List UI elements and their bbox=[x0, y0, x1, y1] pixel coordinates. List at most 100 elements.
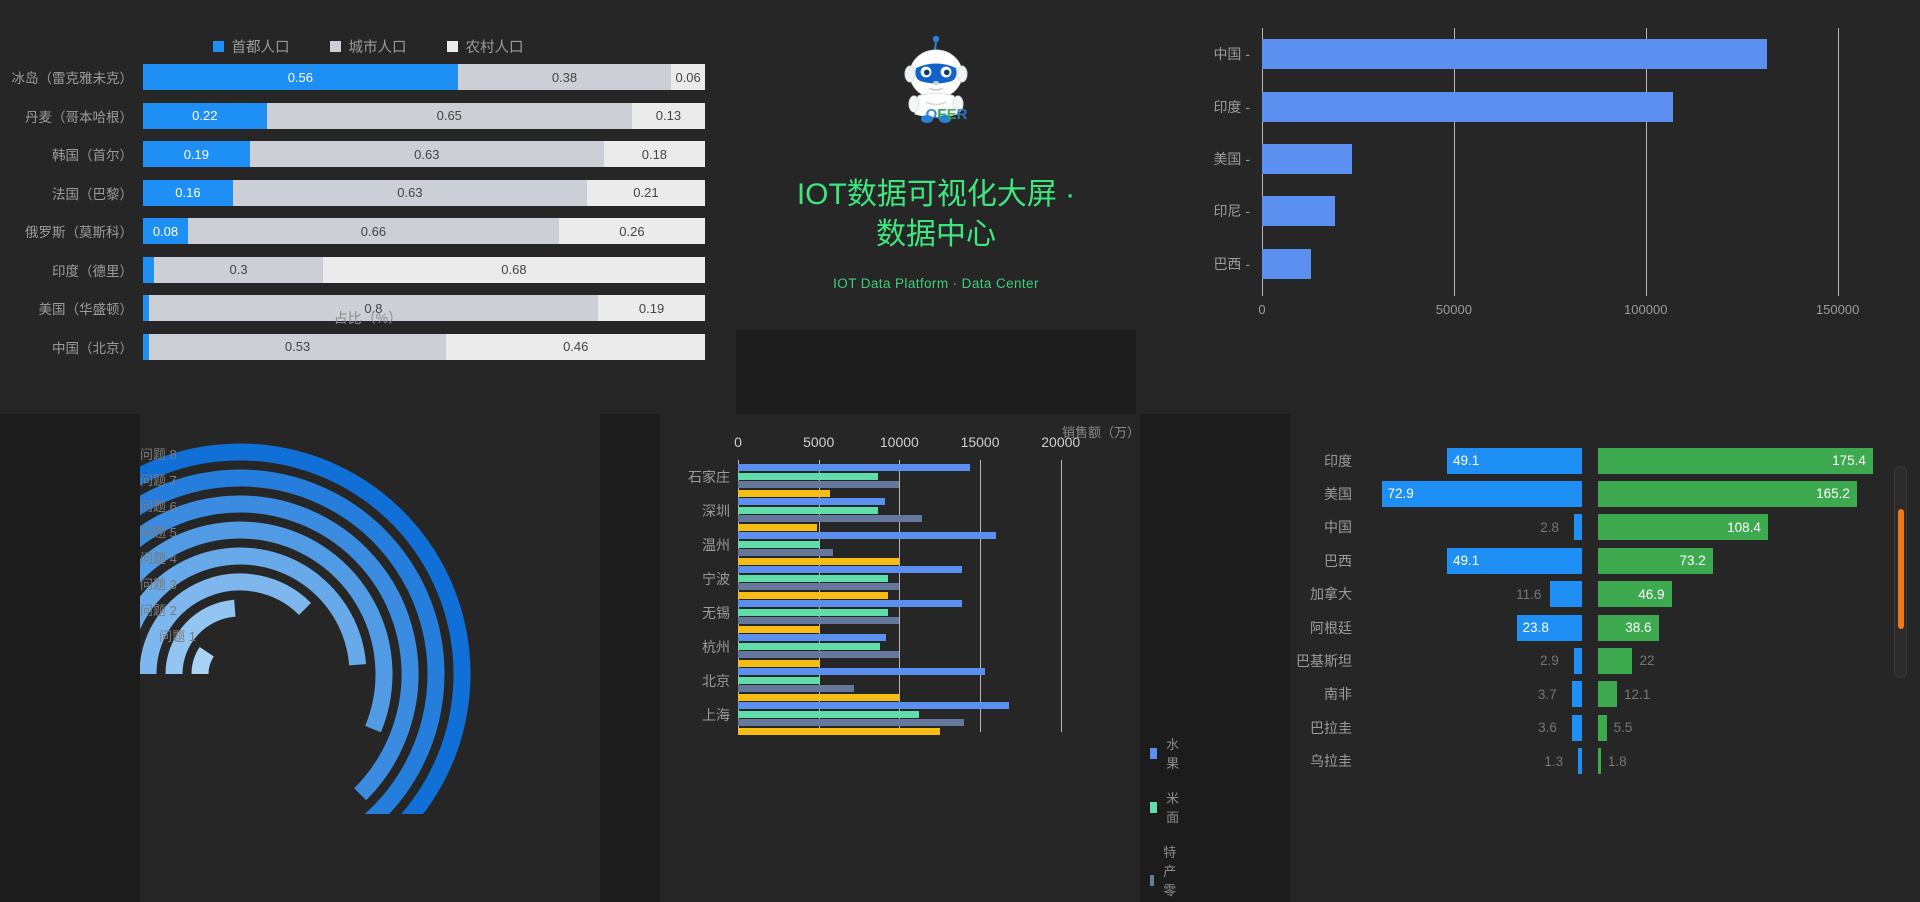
diverging-right-bar[interactable]: 73.2 bbox=[1598, 547, 1713, 574]
diverging-right-bar[interactable]: 38.6 bbox=[1598, 614, 1659, 641]
grouped-bar-米面[interactable] bbox=[738, 574, 889, 582]
grouped-legend-item-2[interactable]: 特产零食 bbox=[1150, 842, 1183, 902]
data-zoom-scrollbar[interactable] bbox=[1894, 466, 1907, 678]
stacked-row[interactable]: 韩国（首尔） 0.19 0.63 0.18 bbox=[0, 135, 736, 173]
stacked-segment-rural[interactable]: 0.18 bbox=[603, 141, 705, 167]
diverging-row[interactable]: 巴基斯坦 2.9 22 bbox=[1290, 644, 1920, 677]
grouped-bar-米面[interactable] bbox=[738, 472, 879, 480]
diverging-left-bar[interactable]: 49.1 bbox=[1446, 447, 1582, 474]
diverging-right-bar[interactable]: 175.4 bbox=[1598, 447, 1873, 474]
diverging-row[interactable]: 巴拉圭 3.6 5.5 bbox=[1290, 711, 1920, 744]
diverging-left-bar[interactable]: 72.9 bbox=[1381, 480, 1582, 507]
diverging-left-bar[interactable] bbox=[1578, 748, 1582, 775]
grouped-legend-item-1[interactable]: 米面 bbox=[1150, 788, 1183, 826]
diverging-row[interactable]: 巴西 49.1 73.2 bbox=[1290, 544, 1920, 577]
grouped-bar-茶叶[interactable] bbox=[738, 591, 889, 599]
grouped-bar-水果[interactable] bbox=[738, 532, 997, 539]
stacked-segment-city[interactable]: 0.3 bbox=[154, 256, 323, 283]
stacked-segment-cap[interactable]: 0.08 bbox=[143, 218, 188, 244]
stacked-row[interactable]: 丹麦（哥本哈根） 0.22 0.65 0.13 bbox=[0, 97, 736, 135]
stacked-segment-cap[interactable]: 0.16 bbox=[143, 179, 233, 206]
stacked-row[interactable]: 法国（巴黎） 0.16 0.63 0.21 bbox=[0, 174, 736, 212]
grouped-bar-水果[interactable] bbox=[738, 634, 887, 641]
radial-bar[interactable] bbox=[165, 599, 236, 675]
population-row[interactable]: 印度 - bbox=[1213, 80, 1673, 132]
legend-item-2[interactable]: 农村人口 bbox=[446, 36, 524, 57]
diverging-left-bar[interactable] bbox=[1572, 714, 1582, 741]
legend-item-1[interactable]: 城市人口 bbox=[329, 36, 407, 57]
diverging-row[interactable]: 美国 72.9 165.2 bbox=[1290, 477, 1920, 510]
grouped-bar-水果[interactable] bbox=[738, 600, 963, 607]
diverging-left-bar[interactable] bbox=[1550, 581, 1582, 608]
diverging-right-bar[interactable] bbox=[1598, 681, 1617, 708]
stacked-row[interactable]: 美国（华盛顿） 0.8 0.19 bbox=[0, 289, 736, 327]
stacked-row[interactable]: 中国（北京） 0.53 0.46 bbox=[0, 328, 736, 366]
grouped-bar-米面[interactable] bbox=[738, 642, 880, 650]
population-row[interactable]: 巴西 - bbox=[1213, 238, 1311, 290]
grouped-bar-茶叶[interactable] bbox=[738, 693, 900, 701]
grouped-bar-特产零食[interactable] bbox=[738, 719, 964, 727]
stacked-segment-city[interactable]: 0.63 bbox=[249, 141, 604, 167]
diverging-row[interactable]: 乌拉圭 1.3 1.8 bbox=[1290, 745, 1920, 778]
stacked-segment-cap[interactable]: 0.22 bbox=[143, 102, 267, 129]
grouped-bar-水果[interactable] bbox=[738, 566, 963, 573]
grouped-bar-特产零食[interactable] bbox=[738, 583, 900, 591]
data-zoom-handle[interactable] bbox=[1898, 509, 1904, 629]
grouped-bar-特产零食[interactable] bbox=[738, 651, 900, 659]
radial-bar[interactable] bbox=[191, 647, 215, 675]
stacked-row[interactable]: 印度（德里） 0.3 0.68 bbox=[0, 251, 736, 289]
population-bar[interactable] bbox=[1262, 91, 1673, 122]
population-bar[interactable] bbox=[1262, 248, 1311, 279]
grouped-bar-特产零食[interactable] bbox=[738, 685, 855, 693]
diverging-left-bar[interactable] bbox=[1571, 681, 1582, 708]
diverging-left-bar[interactable]: 23.8 bbox=[1516, 614, 1582, 641]
diverging-left-bar[interactable] bbox=[1574, 514, 1582, 541]
stacked-row[interactable]: 冰岛（雷克雅未克） 0.56 0.38 0.06 bbox=[0, 58, 736, 96]
grouped-bar-茶叶[interactable] bbox=[738, 625, 821, 633]
grouped-bar-茶叶[interactable] bbox=[738, 557, 900, 565]
grouped-legend-item-0[interactable]: 水果 bbox=[1150, 734, 1183, 772]
stacked-segment-cap[interactable]: 0.56 bbox=[143, 64, 458, 90]
stacked-segment-cap[interactable]: 0.19 bbox=[143, 141, 250, 167]
diverging-row[interactable]: 南非 3.7 12.1 bbox=[1290, 678, 1920, 711]
grouped-bar-米面[interactable] bbox=[738, 608, 889, 616]
stacked-segment-city[interactable]: 0.66 bbox=[187, 218, 559, 244]
grouped-bar-特产零食[interactable] bbox=[738, 617, 900, 625]
stacked-segment-cap[interactable] bbox=[143, 256, 155, 283]
stacked-segment-city[interactable]: 0.63 bbox=[232, 179, 587, 206]
stacked-segment-rural[interactable]: 0.46 bbox=[446, 333, 705, 360]
grouped-bar-茶叶[interactable] bbox=[738, 727, 940, 735]
grouped-bar-特产零食[interactable] bbox=[738, 515, 922, 523]
population-row[interactable]: 中国 - bbox=[1213, 28, 1767, 80]
grouped-bar-米面[interactable] bbox=[738, 710, 919, 718]
diverging-right-bar[interactable]: 165.2 bbox=[1598, 480, 1857, 507]
grouped-bar-水果[interactable] bbox=[738, 668, 985, 675]
stacked-row[interactable]: 俄罗斯（莫斯科） 0.08 0.66 0.26 bbox=[0, 212, 736, 250]
stacked-segment-rural[interactable]: 0.06 bbox=[671, 64, 705, 90]
grouped-bar-米面[interactable] bbox=[738, 676, 821, 684]
population-row[interactable]: 印尼 - bbox=[1213, 185, 1335, 237]
diverging-right-bar[interactable]: 46.9 bbox=[1598, 581, 1672, 608]
stacked-segment-rural[interactable]: 0.26 bbox=[558, 218, 705, 244]
population-bar[interactable] bbox=[1262, 39, 1767, 70]
diverging-row[interactable]: 阿根廷 23.8 38.6 bbox=[1290, 611, 1920, 644]
grouped-bar-特产零食[interactable] bbox=[738, 481, 900, 489]
stacked-segment-city[interactable]: 0.38 bbox=[457, 64, 672, 90]
grouped-bar-茶叶[interactable] bbox=[738, 523, 818, 531]
stacked-segment-cap[interactable] bbox=[143, 295, 149, 321]
stacked-segment-city[interactable]: 0.53 bbox=[148, 333, 447, 360]
stacked-segment-city[interactable]: 0.65 bbox=[266, 102, 632, 129]
grouped-bar-水果[interactable] bbox=[738, 464, 971, 471]
grouped-bar-水果[interactable] bbox=[738, 498, 885, 505]
radial-bar[interactable] bbox=[139, 573, 312, 675]
grouped-bar-茶叶[interactable] bbox=[738, 489, 830, 497]
stacked-segment-rural[interactable]: 0.19 bbox=[598, 295, 705, 321]
diverging-right-bar[interactable]: 108.4 bbox=[1598, 514, 1768, 541]
stacked-segment-rural[interactable]: 0.21 bbox=[586, 179, 705, 206]
population-row[interactable]: 美国 - bbox=[1213, 133, 1353, 185]
stacked-segment-city[interactable]: 0.8 bbox=[148, 295, 599, 321]
grouped-bar-米面[interactable] bbox=[738, 506, 879, 514]
population-bar[interactable] bbox=[1262, 196, 1335, 227]
grouped-bar-米面[interactable] bbox=[738, 540, 821, 548]
diverging-row[interactable]: 中国 2.8 108.4 bbox=[1290, 511, 1920, 544]
